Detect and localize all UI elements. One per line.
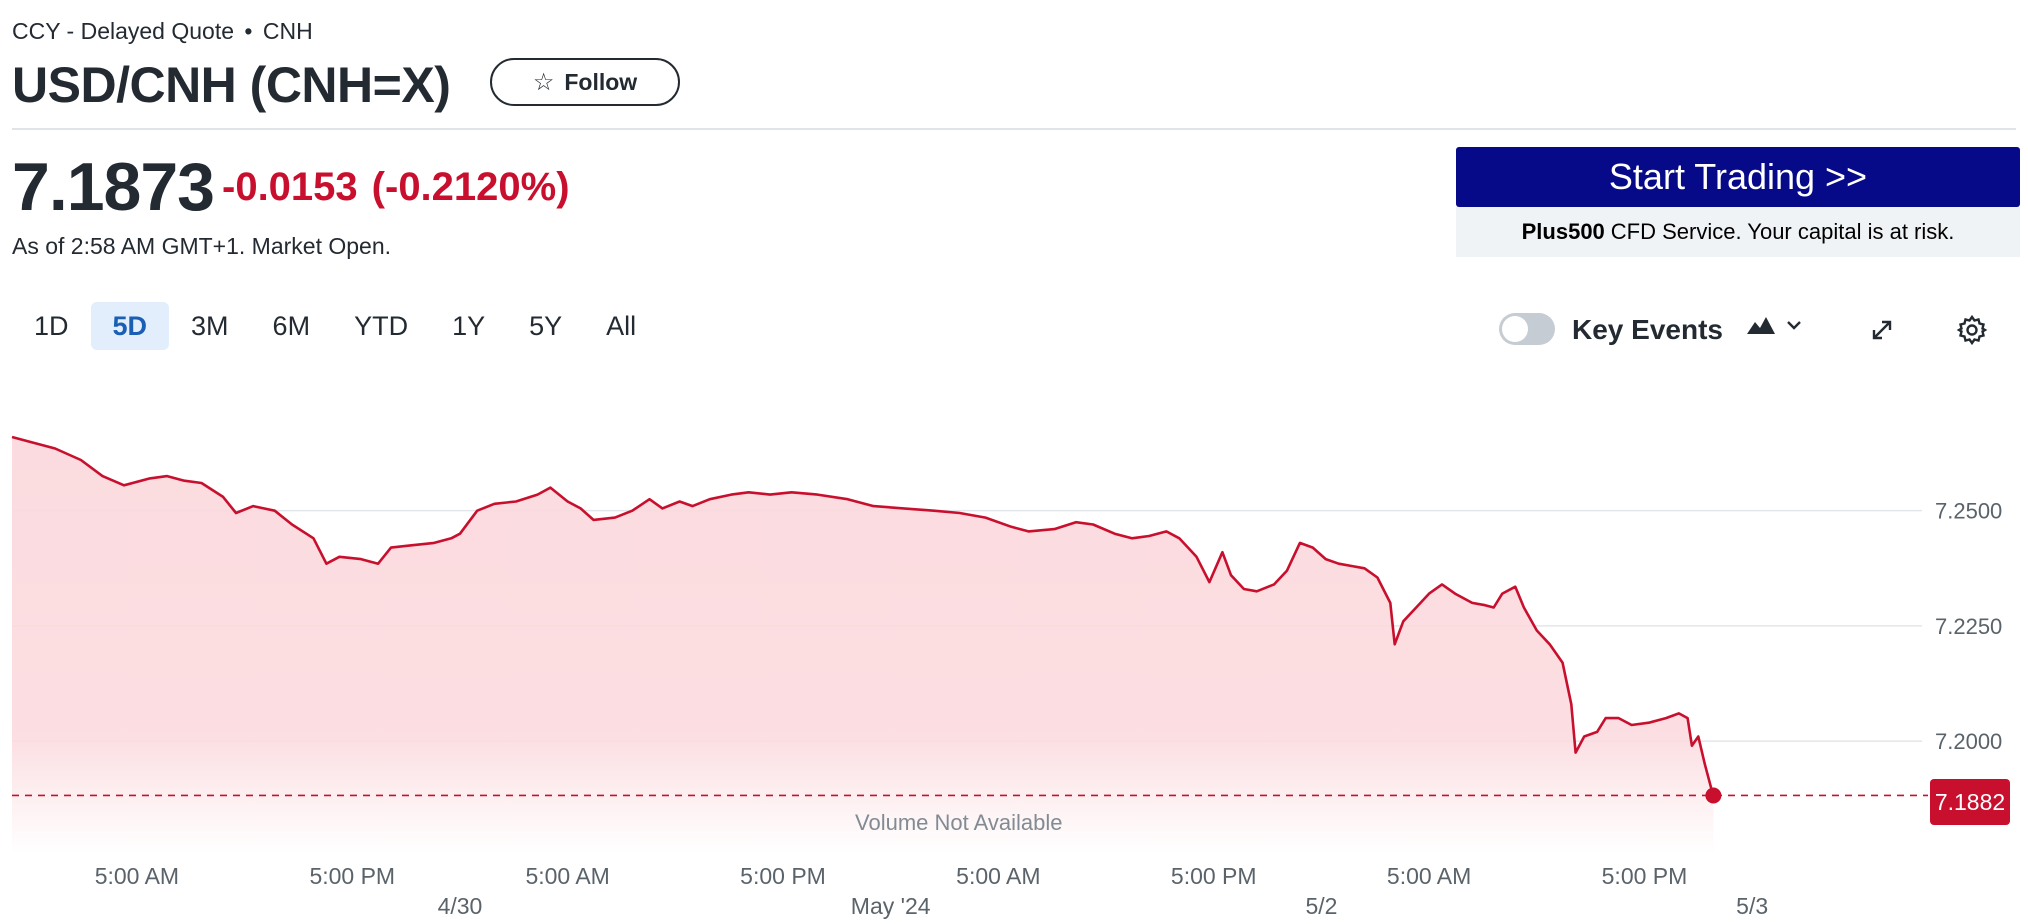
market-status: As of 2:58 AM GMT+1. Market Open. (12, 233, 392, 259)
currency-label: CNH (262, 18, 313, 44)
chevron-down-icon (1787, 321, 1801, 330)
date-label: 5/2 (1305, 893, 1337, 919)
range-tabs: 1D 5D 3M 6M YTD 1Y 5Y All (12, 302, 658, 350)
chart-type-dropdown[interactable] (1746, 314, 1802, 336)
expand-icon (1872, 320, 1892, 340)
tab-1d[interactable]: 1D (34, 310, 69, 341)
current-price: 7.1873 (12, 149, 215, 225)
x-tick-label: 5:00 PM (1602, 863, 1688, 889)
tab-6m[interactable]: 6M (272, 310, 311, 341)
settings-button[interactable] (1952, 310, 1992, 350)
gear-icon (1956, 314, 1988, 346)
x-axis: 5:00 AM 5:00 PM 5:00 AM 5:00 PM 5:00 AM 5:00 … (95, 863, 1768, 919)
quote-source: CCY - Delayed Quote • CNH (12, 18, 313, 45)
tab-all[interactable]: All (606, 310, 637, 341)
change-percent: (-0.2120%) (371, 165, 570, 209)
change-value: -0.0153 (222, 165, 358, 209)
key-events-label: Key Events (1572, 314, 1723, 345)
start-trading-ad-button[interactable]: Start Trading >> (1456, 147, 2020, 207)
price-line (11, 435, 1715, 797)
y-tick-label: 7.2500 (1935, 499, 2002, 524)
price-change: -0.0153 (-0.2120%) (222, 165, 570, 210)
x-tick-label: 5:00 PM (309, 863, 395, 889)
star-icon: ☆ (532, 68, 555, 96)
header-divider (12, 128, 2016, 130)
follow-label: Follow (564, 68, 638, 95)
price-area (12, 437, 1714, 854)
ad-disclaimer: Plus500 CFD Service. Your capital is at … (1456, 207, 2020, 257)
y-tick-label: 7.2250 (1935, 614, 2002, 639)
volume-note: Volume Not Available (855, 810, 1063, 835)
x-tick-label: 5:00 PM (740, 863, 826, 889)
exchange-label: CCY - Delayed Quote (12, 18, 235, 44)
last-price-dot (1705, 787, 1722, 804)
ad-disclaimer-text: CFD Service. Your capital is at risk. (1610, 219, 1955, 244)
tab-1y[interactable]: 1Y (452, 310, 486, 341)
date-label: 4/30 (438, 893, 483, 919)
tab-3m[interactable]: 3M (191, 310, 229, 341)
y-tick-label: 7.2000 (1935, 729, 2002, 754)
tab-5d[interactable]: 5D (90, 302, 170, 350)
x-tick-label: 5:00 PM (1171, 863, 1257, 889)
tab-5y[interactable]: 5Y (529, 310, 563, 341)
key-events-toggle[interactable] (1499, 313, 1555, 345)
separator-dot: • (244, 18, 253, 44)
expand-button[interactable] (1862, 310, 1902, 350)
y-axis: 7.2500 7.2250 7.2000 (1935, 499, 2002, 754)
follow-button[interactable]: ☆ Follow (490, 58, 680, 106)
date-label: May '24 (851, 893, 931, 919)
mountain-chart-icon (1747, 317, 1775, 334)
x-tick-label: 5:00 AM (1387, 863, 1471, 889)
date-label: 5/3 (1736, 893, 1768, 919)
ad-brand: Plus500 (1521, 219, 1605, 244)
x-tick-label: 5:00 AM (525, 863, 609, 889)
x-tick-label: 5:00 AM (95, 863, 179, 889)
toggle-knob (1502, 316, 1528, 342)
tab-ytd[interactable]: YTD (354, 310, 409, 341)
page-title: USD/CNH (CNH=X) (12, 57, 451, 113)
last-price-badge: 7.1882 (1930, 779, 2010, 825)
x-tick-label: 5:00 AM (956, 863, 1040, 889)
